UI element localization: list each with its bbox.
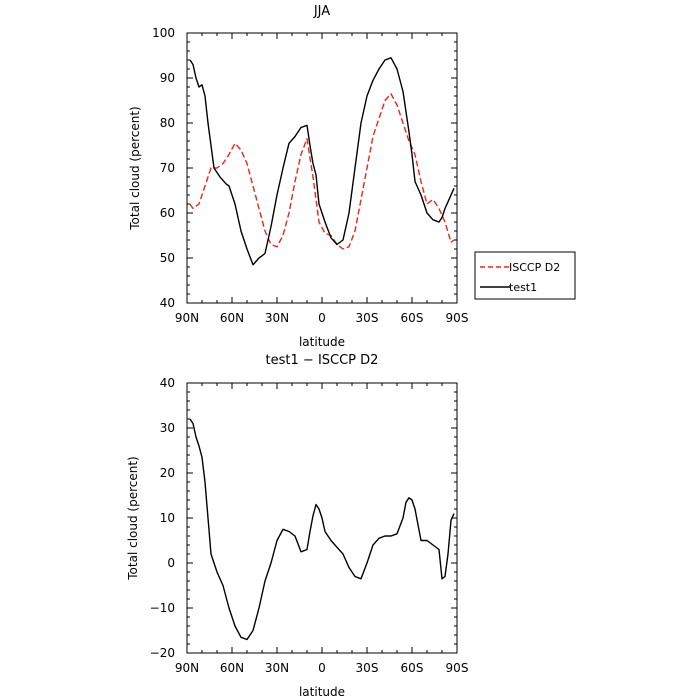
bottom-axis-ticks — [186, 382, 458, 654]
bottom-x-tick-label: 30N — [265, 661, 289, 675]
top-series-line-test1 — [189, 57, 455, 266]
top-y-tick-label: 70 — [160, 161, 175, 175]
bottom-x-tick-label: 0 — [318, 661, 326, 675]
legend-test1-label: test1 — [509, 281, 537, 294]
bottom-y-tick-label: 0 — [167, 556, 175, 570]
top-y-tick-label: 80 — [160, 116, 175, 130]
top-x-tick-label: 90N — [175, 311, 199, 325]
bottom-y-tick-label: 20 — [160, 466, 175, 480]
top-x-axis-label: latitude — [299, 335, 345, 349]
top-y-tick-label: 60 — [160, 206, 175, 220]
top-chart-title: JJA — [313, 4, 330, 19]
bottom-chart-panel: test1 − ISCCP D2 90N 60N 30N 0 30S 60S 90S −20… — [126, 353, 468, 699]
top-x-tick-label: 60N — [220, 311, 244, 325]
top-y-tick-label: 50 — [160, 251, 175, 265]
bottom-x-tick-label: 60N — [220, 661, 244, 675]
top-y-tick-labels: 40 50 60 70 80 90 100 — [152, 26, 175, 310]
top-y-tick-label: 100 — [152, 26, 175, 40]
bottom-x-tick-label: 90N — [175, 661, 199, 675]
bottom-y-tick-labels: −20 −10 0 10 20 30 40 — [150, 376, 175, 660]
legend-isccp-label: ISCCP D2 — [509, 261, 560, 274]
bottom-y-tick-label: 30 — [160, 421, 175, 435]
bottom-y-tick-label: 10 — [160, 511, 175, 525]
top-series-group — [189, 57, 455, 266]
bottom-x-tick-label: 30S — [356, 661, 379, 675]
top-plot-frame — [186, 32, 458, 304]
bottom-x-axis-label: latitude — [299, 685, 345, 699]
legend-box — [474, 251, 576, 300]
top-x-tick-labels: 90N 60N 30N 0 30S 60S 90S — [175, 311, 469, 325]
legend: ISCCP D2 test1 — [474, 251, 576, 300]
bottom-y-tick-label: 40 — [160, 376, 175, 390]
bottom-y-tick-label: −20 — [150, 646, 175, 660]
top-series-line-isccp-d2 — [189, 93, 455, 250]
top-chart-panel: JJA 90N 60N 30N 0 30S 60S 90S 405060708090100 … — [128, 4, 468, 349]
bottom-series-line-0 — [189, 418, 455, 641]
top-x-tick-label: 60S — [401, 311, 424, 325]
top-x-tick-label: 0 — [318, 311, 326, 325]
bottom-chart-title: test1 − ISCCP D2 — [266, 353, 379, 368]
top-x-tick-label: 30N — [265, 311, 289, 325]
top-x-tick-label: 30S — [356, 311, 379, 325]
bottom-series-group — [189, 418, 455, 641]
bottom-y-tick-label: −10 — [150, 601, 175, 615]
top-y-tick-label: 90 — [160, 71, 175, 85]
top-axis-ticks — [186, 32, 458, 304]
top-y-tick-label: 40 — [160, 296, 175, 310]
bottom-x-tick-labels: 90N 60N 30N 0 30S 60S 90S — [175, 661, 469, 675]
bottom-y-axis-label: Total cloud (percent) — [126, 456, 140, 580]
bottom-x-tick-label: 60S — [401, 661, 424, 675]
top-y-axis-label: Total cloud (percent) — [128, 106, 142, 230]
top-x-tick-label: 90S — [446, 311, 469, 325]
bottom-x-tick-label: 90S — [446, 661, 469, 675]
